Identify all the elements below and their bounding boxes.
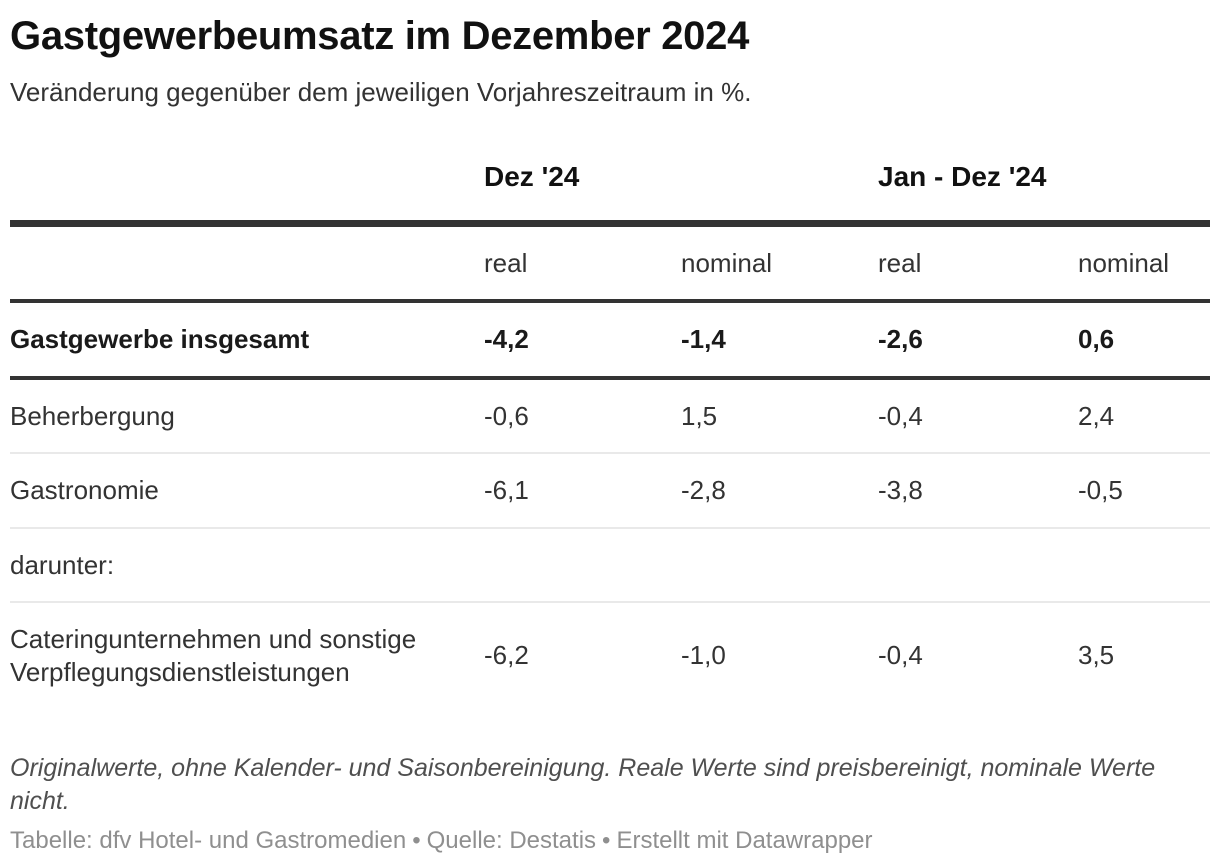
cell-value: -0,4: [878, 640, 923, 671]
cell-value: -6,1: [484, 453, 681, 529]
credits-separator: •: [602, 827, 611, 854]
row-label: Cateringunternehmen und sonstige Verpfle…: [10, 624, 417, 687]
column-header-jandez-nominal: nominal: [1078, 223, 1211, 303]
column-group-row: Dez '24 Jan - Dez '24: [10, 142, 1211, 227]
credits-source: Quelle: Destatis: [426, 827, 597, 854]
chart-subtitle: Veränderung gegenüber dem jeweiligen Vor…: [10, 77, 752, 107]
credits-separator: •: [412, 827, 421, 854]
spacer-cell: [10, 223, 484, 303]
credits-table-by: Tabelle: dfv Hotel- und Gastromedien: [10, 827, 407, 854]
table-body: Gastgewerbe insgesamt -4,2 -1,4 -2,6 0,6…: [10, 301, 1211, 708]
column-group-dez-24: Dez '24: [484, 142, 878, 227]
column-header-dez-nominal: nominal: [681, 223, 878, 303]
table-row-gastgewerbe-insgesamt: Gastgewerbe insgesamt -4,2 -1,4 -2,6 0,6: [10, 301, 1211, 380]
spacer-cell: [10, 142, 484, 227]
cell-value: 0,6: [1078, 301, 1211, 380]
table-row-beherbergung: Beherbergung -0,6 1,5 -0,4 2,4: [10, 377, 1211, 454]
cell-value: -1,0: [681, 640, 726, 671]
category-label: darunter:: [10, 527, 1211, 603]
credits-tool: Erstellt mit Datawrapper: [616, 827, 873, 854]
row-label: Gastgewerbe insgesamt: [10, 301, 484, 380]
table-row-cateringunternehmen: Cateringunternehmen und sonstige Verpfle…: [10, 602, 1210, 708]
cell-value: -2,6: [878, 301, 1078, 380]
chart-title: Gastgewerbeumsatz im Dezember 2024: [10, 14, 750, 58]
cell-value: 2,4: [1078, 377, 1211, 454]
cell-value: -0,4: [878, 377, 1078, 454]
table-header: Dez '24 Jan - Dez '24 real nominal real …: [10, 142, 1211, 303]
cell-value: 1,5: [681, 377, 878, 454]
data-table: Dez '24 Jan - Dez '24 real nominal real …: [10, 142, 1211, 709]
cell-value: -0,5: [1078, 453, 1211, 529]
column-header-dez-real: real: [484, 223, 681, 303]
column-header-jandez-real: real: [878, 223, 1078, 303]
table-credits: Tabelle: dfv Hotel- und Gastromedien • Que…: [10, 825, 1210, 856]
cell-value: -0,6: [484, 377, 681, 454]
cell-value: -4,2: [484, 301, 681, 380]
table-notes: Originalwerte, ohne Kalender- und Saison…: [10, 754, 1156, 815]
column-group-jan-dez-24: Jan - Dez '24: [878, 142, 1211, 227]
cell-value: -2,8: [681, 453, 878, 529]
cell-value: -6,2: [484, 640, 529, 671]
cell-value: 3,5: [1078, 640, 1115, 671]
cell-value: -3,8: [878, 453, 1078, 529]
column-subheader-row: real nominal real nominal: [10, 223, 1211, 303]
row-label: Gastronomie: [10, 453, 484, 529]
cell-value: -1,4: [681, 301, 878, 380]
table-row-darunter: darunter:: [10, 527, 1211, 603]
row-label: Beherbergung: [10, 377, 484, 454]
table-row-gastronomie: Gastronomie -6,1 -2,8 -3,8 -0,5: [10, 453, 1211, 529]
